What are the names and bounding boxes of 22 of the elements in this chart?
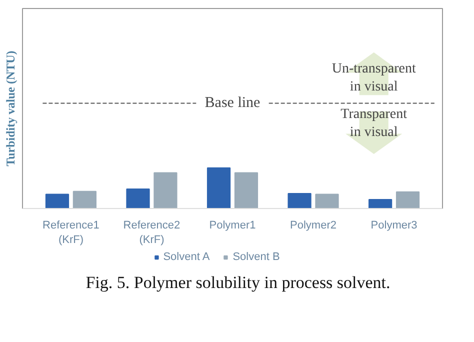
bar	[288, 192, 312, 208]
x-tick-label: Polymer2	[290, 220, 337, 232]
bar	[315, 194, 339, 208]
bar	[206, 167, 231, 208]
x-tick-label: Polymer1	[209, 220, 256, 232]
bar	[368, 199, 392, 208]
y-axis-title: Turbidity value (NTU)	[4, 50, 18, 166]
x-tick-label: Reference1 (KrF)	[42, 220, 100, 246]
bar	[396, 191, 420, 208]
bar	[234, 172, 258, 208]
bar	[72, 190, 96, 208]
legend-label: Solvent A	[163, 251, 210, 263]
x-tick-label: Polymer3	[370, 220, 418, 232]
legend-label: Solvent B	[232, 251, 280, 263]
ref-line-label: Base line	[204, 95, 261, 112]
x-tick-label: Reference2 (KrF)	[123, 220, 180, 246]
text: Un-transparent in visual	[332, 62, 416, 95]
bar	[126, 188, 150, 208]
bar	[154, 172, 178, 208]
text: Transparent in visual	[340, 107, 408, 140]
caption: Fig. 5. Polymer solubility in process solvent.	[86, 272, 390, 294]
bar	[45, 194, 70, 208]
